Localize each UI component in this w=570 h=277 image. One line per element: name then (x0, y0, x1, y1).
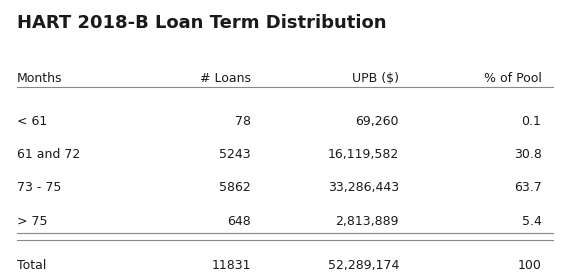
Text: 33,286,443: 33,286,443 (328, 181, 399, 194)
Text: 11831: 11831 (211, 259, 251, 272)
Text: Months: Months (17, 72, 63, 85)
Text: < 61: < 61 (17, 115, 47, 128)
Text: 52,289,174: 52,289,174 (328, 259, 399, 272)
Text: 78: 78 (235, 115, 251, 128)
Text: UPB ($): UPB ($) (352, 72, 399, 85)
Text: 100: 100 (518, 259, 542, 272)
Text: % of Pool: % of Pool (483, 72, 542, 85)
Text: 16,119,582: 16,119,582 (328, 148, 399, 161)
Text: 5243: 5243 (219, 148, 251, 161)
Text: 69,260: 69,260 (356, 115, 399, 128)
Text: HART 2018-B Loan Term Distribution: HART 2018-B Loan Term Distribution (17, 14, 386, 32)
Text: 63.7: 63.7 (514, 181, 542, 194)
Text: 5862: 5862 (219, 181, 251, 194)
Text: 648: 648 (227, 215, 251, 228)
Text: Total: Total (17, 259, 47, 272)
Text: 61 and 72: 61 and 72 (17, 148, 80, 161)
Text: # Loans: # Loans (200, 72, 251, 85)
Text: 2,813,889: 2,813,889 (336, 215, 399, 228)
Text: 30.8: 30.8 (514, 148, 542, 161)
Text: 73 - 75: 73 - 75 (17, 181, 62, 194)
Text: 5.4: 5.4 (522, 215, 542, 228)
Text: 0.1: 0.1 (522, 115, 542, 128)
Text: > 75: > 75 (17, 215, 48, 228)
